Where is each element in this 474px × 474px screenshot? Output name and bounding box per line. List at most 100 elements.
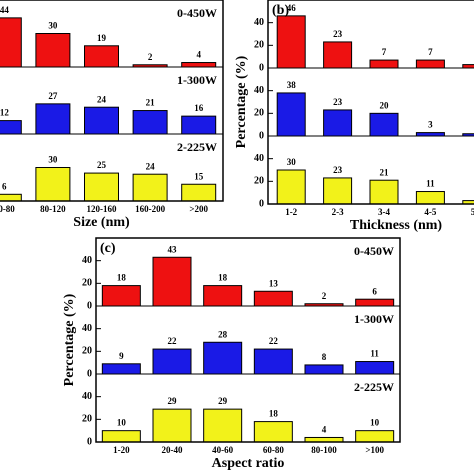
y-tick-label: 0 (87, 436, 92, 447)
value-label: 9 (119, 351, 124, 361)
y-axis-label: Percentage (%) (62, 293, 77, 386)
value-label: 7 (428, 47, 433, 57)
series-label: 0-450W (354, 244, 394, 258)
x-tick-label: 80-100 (311, 445, 337, 455)
y-tick-label: 20 (254, 108, 264, 119)
value-label: 22 (168, 336, 178, 346)
bar (203, 341, 243, 375)
bar (304, 364, 344, 375)
bar (132, 173, 168, 202)
x-tick-label: >100 (365, 445, 384, 455)
bar (152, 256, 192, 307)
y-tick-label: 40 (82, 255, 92, 266)
x-tick-label: 1-2 (285, 207, 297, 217)
value-label: 29 (218, 396, 228, 406)
bar (415, 191, 445, 205)
value-label: 13 (269, 278, 279, 288)
y-tick-label: 0 (87, 368, 92, 379)
bar (101, 363, 141, 375)
value-label: 30 (287, 157, 297, 167)
y-tick-label: 40 (254, 17, 264, 28)
value-label: 43 (168, 244, 178, 254)
value-label: 3 (428, 120, 433, 130)
value-label: 19 (97, 33, 107, 43)
series-label: 2-225W (177, 140, 217, 154)
value-label: 23 (333, 165, 343, 175)
y-axis-label: Percentage (%) (234, 55, 249, 148)
x-tick-label: 5-6 (471, 207, 474, 217)
value-label: 16 (194, 103, 204, 113)
bar (355, 298, 395, 307)
bar (276, 92, 306, 137)
x-tick-label: 4-5 (424, 207, 436, 217)
bar (462, 64, 474, 69)
bar (35, 33, 71, 68)
bar (84, 106, 119, 135)
value-label: 24 (146, 161, 156, 171)
bar (0, 120, 22, 135)
value-label: 18 (218, 273, 228, 283)
bar (181, 115, 217, 135)
bar (369, 59, 399, 69)
bar (355, 430, 395, 443)
x-axis-label: Size (nm) (73, 215, 130, 230)
value-label: 29 (168, 396, 178, 406)
value-label: 7 (382, 47, 387, 57)
value-label: 4 (322, 425, 327, 435)
value-label: 44 (0, 5, 9, 15)
bar (101, 285, 141, 307)
frame (267, 0, 474, 205)
y-tick-label: 0 (259, 62, 264, 73)
x-tick-label: 40-80 (0, 204, 15, 214)
bar (276, 15, 306, 69)
bar (101, 430, 141, 443)
bar (415, 59, 445, 69)
y-tick-label: 0 (259, 130, 264, 141)
y-tick-label: 20 (82, 278, 92, 289)
bar (253, 290, 293, 307)
y-tick-label: 40 (254, 85, 264, 96)
bar (323, 41, 353, 69)
x-tick-label: 20-40 (162, 445, 183, 455)
bar (276, 169, 306, 205)
value-label: 27 (48, 91, 58, 101)
y-tick-label: 20 (82, 414, 92, 425)
bar (181, 183, 217, 202)
bar (132, 110, 168, 135)
series-label: 2-225W (354, 380, 394, 394)
value-label: 21 (380, 167, 390, 177)
value-label: 38 (287, 80, 297, 90)
y-tick-label: 40 (82, 391, 92, 402)
bar (253, 421, 293, 443)
frame (0, 0, 224, 202)
frame (95, 237, 401, 443)
bar (415, 132, 445, 137)
bar (84, 45, 119, 68)
x-tick-label: 120-160 (87, 204, 117, 214)
value-label: 23 (333, 97, 343, 107)
value-label: 30 (48, 155, 58, 165)
value-label: 20 (380, 100, 390, 110)
y-tick-label: 20 (82, 346, 92, 357)
value-label: 15 (194, 171, 204, 181)
bar (355, 361, 395, 375)
bar (323, 177, 353, 205)
value-label: 10 (117, 418, 127, 428)
bar (462, 133, 474, 137)
value-label: 2 (148, 52, 153, 62)
bar (253, 348, 293, 375)
x-tick-label: >200 (189, 204, 208, 214)
bar (0, 193, 22, 202)
x-tick-label: 60-80 (263, 445, 284, 455)
bar (84, 172, 119, 202)
y-tick-label: 40 (254, 153, 264, 164)
bar (181, 62, 217, 68)
bar (203, 285, 243, 307)
value-label: 24 (97, 94, 107, 104)
x-tick-label: 40-60 (212, 445, 233, 455)
value-label: 11 (426, 179, 435, 189)
bar (0, 17, 22, 68)
value-label: 11 (370, 349, 379, 359)
x-axis-label: Aspect ratio (212, 456, 285, 471)
